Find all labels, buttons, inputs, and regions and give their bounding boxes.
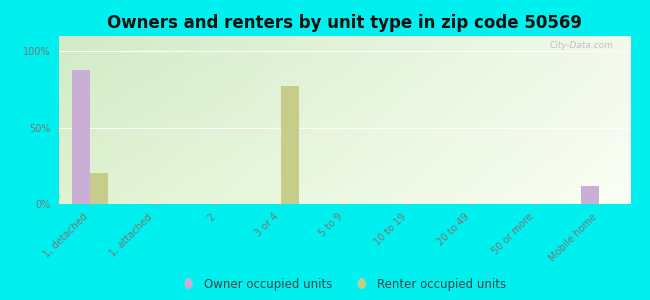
Bar <box>581 186 599 204</box>
Bar <box>281 86 299 204</box>
Bar <box>73 70 90 204</box>
Bar <box>90 173 108 204</box>
Text: City-Data.com: City-Data.com <box>549 41 614 50</box>
Title: Owners and renters by unit type in zip code 50569: Owners and renters by unit type in zip c… <box>107 14 582 32</box>
Legend: Owner occupied units, Renter occupied units: Owner occupied units, Renter occupied un… <box>178 273 511 296</box>
